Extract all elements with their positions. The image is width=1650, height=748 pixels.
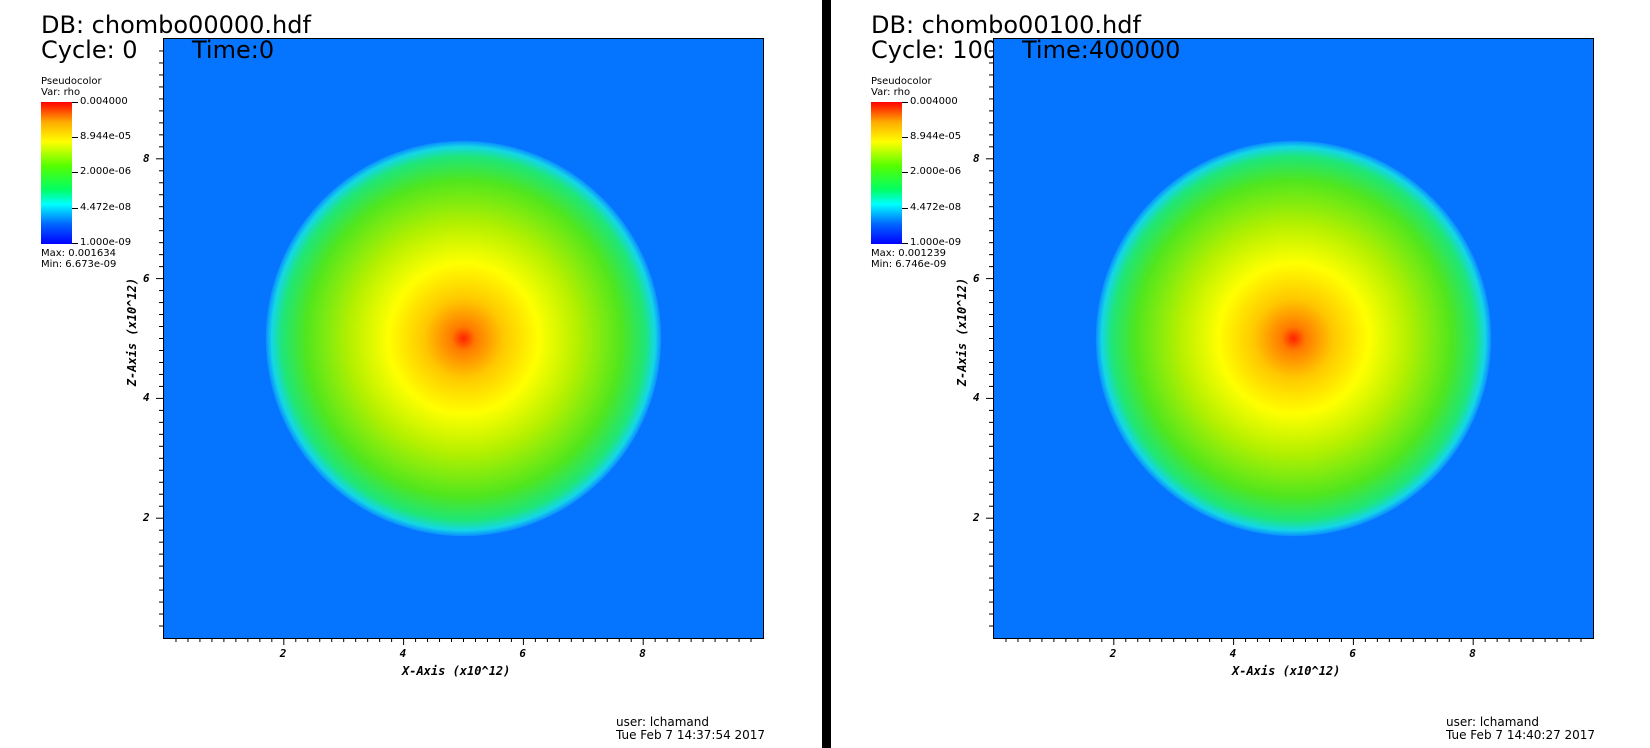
colorbar-label: 1.000e-09	[910, 237, 962, 248]
colorbar-label: 2.000e-06	[910, 166, 962, 177]
colorbar-tick	[902, 172, 908, 173]
user-label: user: lchamand	[1446, 715, 1539, 729]
colorbar-label: 4.472e-08	[910, 202, 962, 213]
db-label: DB: chombo00100.hdf	[871, 11, 1141, 39]
colorbar-tick	[72, 102, 78, 103]
plot-panel-left: DB: chombo00000.hdf Cycle: 0 Time:0 Pseu…	[0, 0, 820, 748]
legend-min: Min: 6.673e-09	[41, 259, 117, 270]
y-tick-label: 8	[973, 151, 980, 165]
plot-area	[163, 38, 764, 639]
legend-variable: Var: rho	[871, 87, 911, 98]
legend-title: Pseudocolor	[41, 76, 102, 87]
x-tick-label: 4	[1229, 647, 1237, 660]
colorbar-label: 8.944e-05	[910, 131, 962, 142]
time-label: Time:400000	[1022, 36, 1181, 64]
legend-variable: Var: rho	[41, 87, 81, 98]
density-heatmap	[164, 39, 763, 638]
user-label: user: lchamand	[616, 715, 709, 729]
plot-area	[993, 38, 1594, 639]
density-heatmap	[994, 39, 1593, 638]
colorbar-label: 1.000e-09	[80, 237, 132, 248]
density-disk	[1095, 140, 1492, 537]
y-tick-label: 6	[973, 271, 980, 285]
x-tick-label: 6	[519, 647, 527, 660]
colorbar-label: 0.004000	[80, 96, 128, 107]
colorbar-tick	[902, 243, 908, 244]
y-axis-label: Z-Axis (x10^12)	[955, 277, 969, 387]
colorbar-tick	[72, 137, 78, 138]
colorbar-tick	[72, 172, 78, 173]
legend-max: Max: 0.001634	[41, 248, 116, 259]
y-tick-label: 2	[143, 511, 150, 525]
y-tick-label: 4	[973, 391, 980, 405]
colorbar-tick	[72, 243, 78, 244]
x-tick-label: 2	[279, 647, 287, 660]
y-tick-label: 6	[143, 271, 150, 285]
cycle-label: Cycle: 100	[871, 36, 999, 64]
y-tick-label: 4	[143, 391, 150, 405]
db-label: DB: chombo00000.hdf	[41, 11, 311, 39]
colorbar-label: 4.472e-08	[80, 202, 132, 213]
x-tick-label: 6	[1349, 647, 1357, 660]
timestamp-label: Tue Feb 7 14:40:27 2017	[1446, 728, 1596, 742]
legend-min: Min: 6.746e-09	[871, 259, 947, 270]
legend-title: Pseudocolor	[871, 76, 932, 87]
colorbar-tick	[902, 137, 908, 138]
y-axis-label: Z-Axis (x10^12)	[125, 277, 139, 387]
legend-max: Max: 0.001239	[871, 248, 946, 259]
x-axis-label: X-Axis (x10^12)	[1232, 664, 1341, 678]
x-tick-label: 4	[399, 647, 407, 660]
colorbar-tick	[72, 208, 78, 209]
colorbar	[41, 102, 72, 244]
x-tick-label: 8	[639, 647, 646, 660]
x-tick-label: 2	[1109, 647, 1117, 660]
density-disk	[265, 140, 662, 537]
time-label: Time:0	[192, 36, 275, 64]
colorbar-tick	[902, 208, 908, 209]
colorbar-label: 8.944e-05	[80, 131, 132, 142]
x-axis-label: X-Axis (x10^12)	[402, 664, 511, 678]
cycle-label: Cycle: 0	[41, 36, 138, 64]
colorbar-label: 2.000e-06	[80, 166, 132, 177]
y-tick-label: 2	[973, 511, 980, 525]
colorbar-tick	[902, 102, 908, 103]
panel-divider	[822, 0, 831, 748]
colorbar-label: 0.004000	[910, 96, 958, 107]
colorbar	[871, 102, 902, 244]
x-tick-label: 8	[1469, 647, 1476, 660]
timestamp-label: Tue Feb 7 14:37:54 2017	[616, 728, 766, 742]
y-tick-label: 8	[143, 151, 150, 165]
plot-panel-right: DB: chombo00100.hdf Cycle: 100 Time:4000…	[830, 0, 1650, 748]
